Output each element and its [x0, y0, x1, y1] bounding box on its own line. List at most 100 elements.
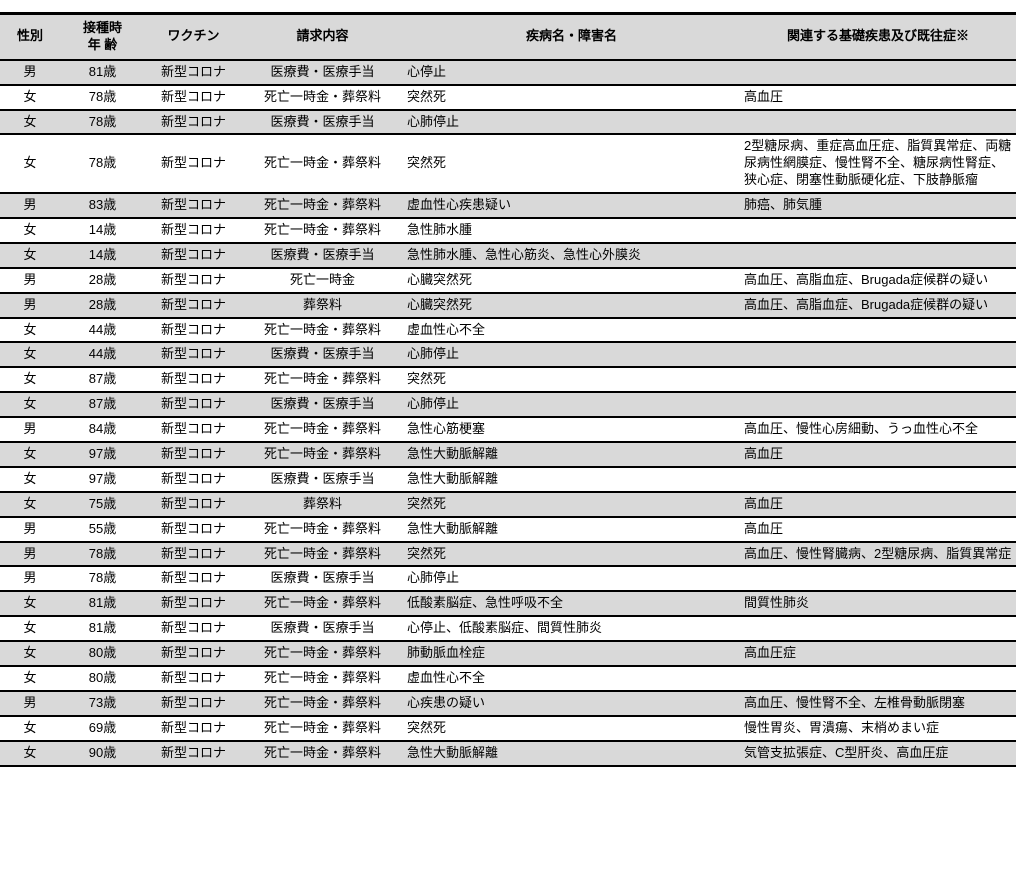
cell-claim: 医療費・医療手当 — [270, 246, 375, 262]
cell-underlying: 高血圧、慢性腎不全、左椎骨動脈閉塞 — [744, 694, 966, 710]
cell-vaccine: 新型コロナ — [160, 545, 226, 561]
table-row: 女 14歳 新型コロナ 医療費・医療手当 急性肺水腫、急性心筋炎、急性心外膜炎 — [0, 242, 1016, 268]
cell-age: 44歳 — [88, 346, 117, 362]
column-header-disease: 疾病名・障害名 — [525, 28, 617, 44]
cell-underlying — [740, 392, 1016, 417]
cell-claim: 葬祭料 — [302, 296, 342, 312]
cell-underlying: 高血圧、高脂血症、Brugada症候群の疑い — [744, 296, 989, 312]
table-row: 女 81歳 新型コロナ 医療費・医療手当 心停止、低酸素脳症、間質性肺炎 — [0, 616, 1016, 641]
cell-claim: 死亡一時金・葬祭料 — [263, 520, 381, 536]
cell-disease: 心肺停止 — [407, 346, 460, 362]
cell-underlying: 高血圧、慢性心房細動、うっ血性心不全 — [744, 421, 979, 437]
column-header-underlying: 関連する基礎疾患及び既往症※ — [786, 28, 969, 44]
table-header-row: 性別 接種時 年 齢 ワクチン 請求内容 疾病名・障害名 関連する基礎疾患及び既往症※ — [0, 13, 1016, 60]
cell-claim: 死亡一時金・葬祭料 — [263, 155, 381, 171]
cell-vaccine: 新型コロナ — [160, 719, 226, 735]
cell-underlying — [740, 60, 1016, 85]
cell-claim: 死亡一時金・葬祭料 — [263, 545, 381, 561]
table-row: 男 78歳 新型コロナ 医療費・医療手当 心肺停止 — [0, 566, 1016, 591]
cell-vaccine: 新型コロナ — [160, 222, 226, 238]
cell-claim: 医療費・医療手当 — [270, 346, 375, 362]
cell-underlying: 間質性肺炎 — [744, 595, 810, 611]
cell-underlying: 高血圧 — [744, 495, 784, 511]
cell-gender: 女 — [23, 595, 37, 611]
table-row: 男 28歳 新型コロナ 葬祭料 心臓突然死 高血圧、高脂血症、Brugada症候群の疑い — [0, 292, 1016, 318]
cell-vaccine: 新型コロナ — [160, 570, 226, 586]
cell-age: 75歳 — [88, 495, 117, 511]
cell-vaccine: 新型コロナ — [160, 246, 226, 262]
cell-disease: 突然死 — [407, 88, 447, 104]
cell-disease: 心肺停止 — [407, 113, 460, 129]
cell-underlying: 高血圧 — [744, 88, 784, 104]
cell-disease: 急性大動脈解離 — [407, 446, 499, 462]
cell-gender: 女 — [23, 346, 37, 362]
cell-underlying — [740, 616, 1016, 641]
cell-gender: 男 — [23, 520, 37, 536]
cell-disease: 心停止 — [407, 63, 447, 79]
cell-disease: 虚血性心不全 — [407, 321, 486, 337]
cell-vaccine: 新型コロナ — [160, 520, 226, 536]
cell-gender: 女 — [23, 246, 37, 262]
cell-age: 83歳 — [88, 197, 117, 213]
cell-vaccine: 新型コロナ — [160, 694, 226, 710]
cell-claim: 医療費・医療手当 — [270, 470, 375, 486]
table-row: 女 80歳 新型コロナ 死亡一時金・葬祭料 肺動脈血栓症 高血圧症 — [0, 641, 1016, 667]
cell-claim: 医療費・医療手当 — [270, 63, 375, 79]
table-row: 女 78歳 新型コロナ 死亡一時金・葬祭料 突然死 高血圧 — [0, 84, 1016, 110]
cell-gender: 男 — [23, 545, 37, 561]
cell-underlying: 肺癌、肺気腫 — [744, 197, 823, 213]
cell-vaccine: 新型コロナ — [160, 88, 226, 104]
column-header-age: 接種時 年 齢 — [82, 20, 122, 52]
cell-vaccine: 新型コロナ — [160, 346, 226, 362]
cell-underlying — [740, 566, 1016, 591]
column-header-claim: 請求内容 — [296, 28, 349, 44]
cell-claim: 死亡一時金・葬祭料 — [263, 694, 381, 710]
table-header: 性別 接種時 年 齢 ワクチン 請求内容 疾病名・障害名 関連する基礎疾患及び既往症※ — [0, 13, 1016, 60]
cell-disease: 突然死 — [407, 495, 447, 511]
cell-age: 69歳 — [88, 719, 117, 735]
cell-disease: 突然死 — [407, 719, 447, 735]
cell-claim: 死亡一時金・葬祭料 — [263, 670, 381, 686]
cell-disease: 急性大動脈解離 — [407, 744, 499, 760]
cell-vaccine: 新型コロナ — [160, 744, 226, 760]
cell-vaccine: 新型コロナ — [160, 645, 226, 661]
cell-claim: 死亡一時金 — [289, 271, 355, 287]
cell-claim: 死亡一時金・葬祭料 — [263, 321, 381, 337]
cell-gender: 女 — [23, 396, 37, 412]
table-row: 女 87歳 新型コロナ 医療費・医療手当 心肺停止 — [0, 392, 1016, 418]
table-row: 男 55歳 新型コロナ 死亡一時金・葬祭料 急性大動脈解離 高血圧 — [0, 516, 1016, 542]
table-row: 女 69歳 新型コロナ 死亡一時金・葬祭料 突然死 慢性胃炎、胃潰瘍、末梢めまい症 — [0, 715, 1016, 741]
cell-disease: 急性大動脈解離 — [407, 520, 499, 536]
cell-vaccine: 新型コロナ — [160, 421, 226, 437]
cell-underlying: 高血圧 — [744, 520, 784, 536]
cell-vaccine: 新型コロナ — [160, 296, 226, 312]
cell-vaccine: 新型コロナ — [160, 670, 226, 686]
column-header-gender: 性別 — [16, 28, 43, 44]
cell-vaccine: 新型コロナ — [160, 63, 226, 79]
cell-disease: 心臓突然死 — [407, 296, 473, 312]
cell-disease: 心肺停止 — [407, 570, 460, 586]
cell-claim: 死亡一時金・葬祭料 — [263, 421, 381, 437]
cell-disease: 急性肺水腫 — [407, 222, 473, 238]
cell-age: 81歳 — [88, 595, 117, 611]
table-row: 女 14歳 新型コロナ 死亡一時金・葬祭料 急性肺水腫 — [0, 218, 1016, 243]
cell-gender: 女 — [23, 744, 37, 760]
cell-age: 87歳 — [88, 371, 117, 387]
table-row: 男 73歳 新型コロナ 死亡一時金・葬祭料 心疾患の疑い 高血圧、慢性腎不全、左椎骨動脈閉… — [0, 690, 1016, 716]
cell-gender: 男 — [23, 570, 37, 586]
cell-gender: 女 — [23, 470, 37, 486]
table-row: 男 78歳 新型コロナ 死亡一時金・葬祭料 突然死 高血圧、慢性腎臓病、2型糖尿病、脂質異… — [0, 541, 1016, 567]
cell-vaccine: 新型コロナ — [160, 113, 226, 129]
table-row: 女 44歳 新型コロナ 医療費・医療手当 心肺停止 — [0, 342, 1016, 368]
cell-gender: 女 — [23, 495, 37, 511]
table-row: 女 81歳 新型コロナ 死亡一時金・葬祭料 低酸素脳症、急性呼吸不全 間質性肺炎 — [0, 591, 1016, 617]
document-page: 性別 接種時 年 齢 ワクチン 請求内容 疾病名・障害名 関連する基礎疾患及び既往症※ 男… — [0, 12, 1016, 767]
cell-underlying — [740, 367, 1016, 392]
cell-underlying: 2型糖尿病、重症高血圧症、脂質異常症、両糖尿病性網膜症、慢性腎不全、糖尿病性腎症… — [744, 138, 1012, 188]
cell-gender: 女 — [23, 371, 37, 387]
cell-claim: 死亡一時金・葬祭料 — [263, 719, 381, 735]
cell-vaccine: 新型コロナ — [160, 495, 226, 511]
cell-vaccine: 新型コロナ — [160, 155, 226, 171]
cell-claim: 医療費・医療手当 — [270, 620, 375, 636]
cell-age: 90歳 — [88, 744, 117, 760]
